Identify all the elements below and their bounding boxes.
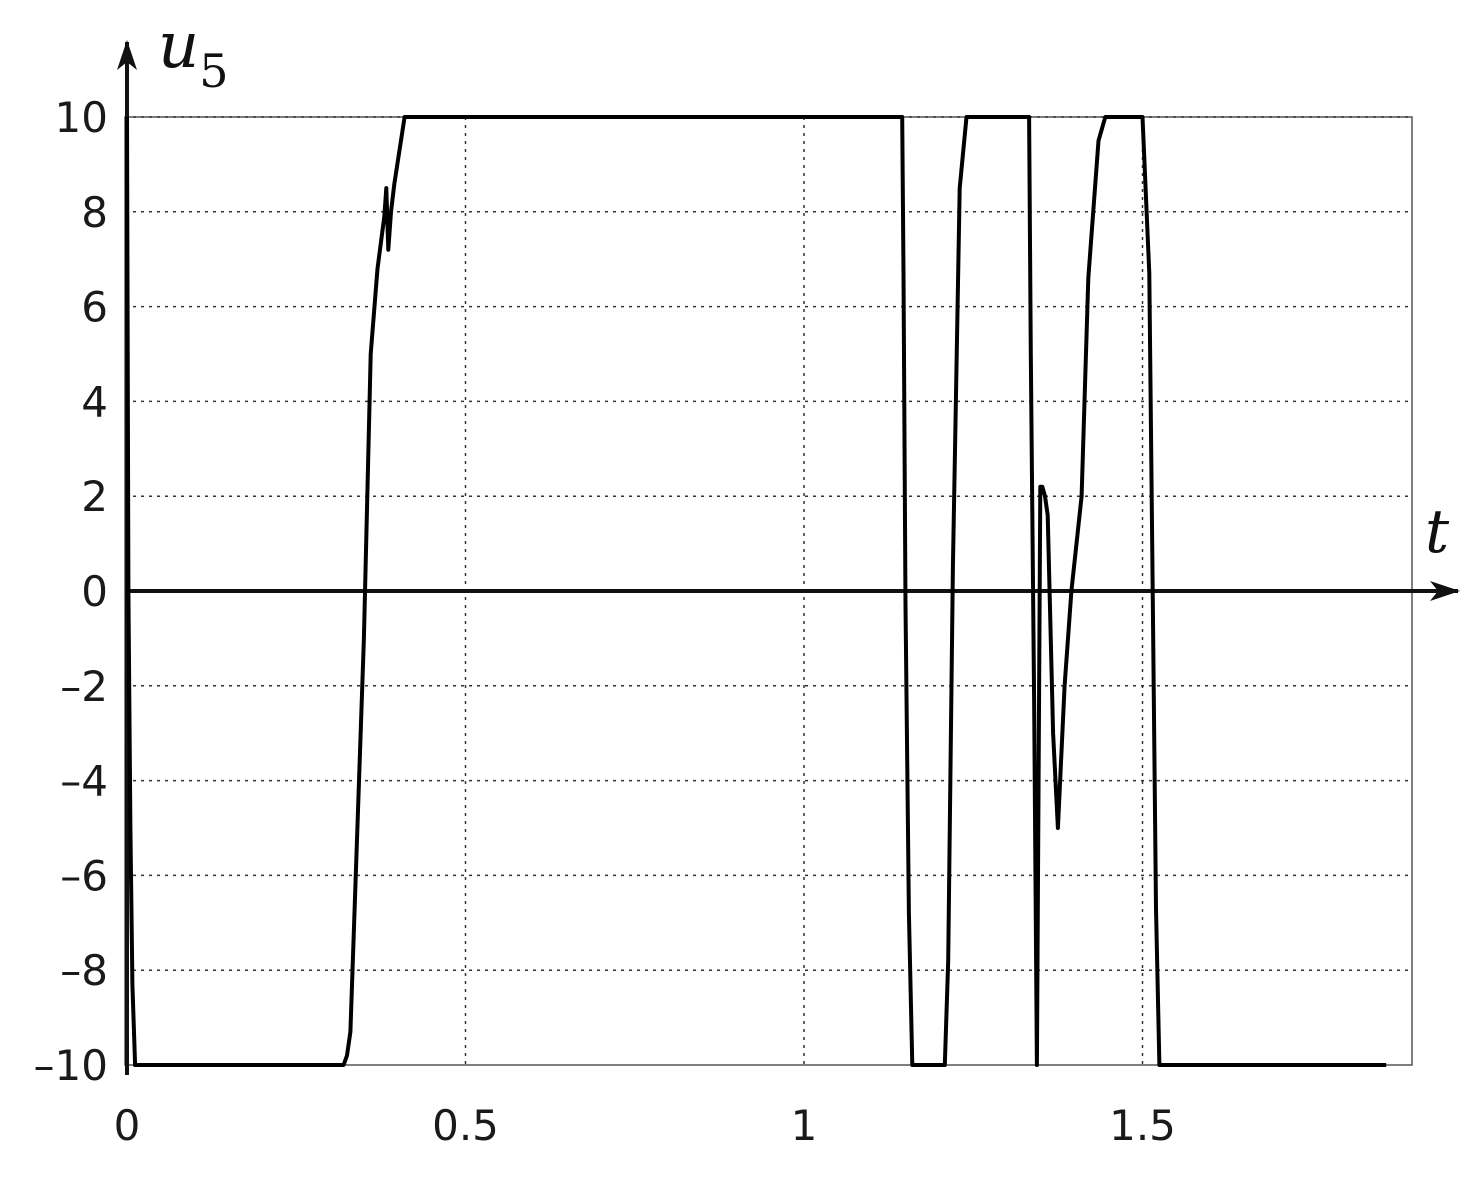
y-tick-label: 4 (81, 377, 108, 426)
y-tick-labels: 10 8 6 4 2 0 –2 –4 –6 –8 –10 (34, 93, 108, 1090)
y-tick-label: –10 (34, 1041, 108, 1090)
y-axis-label-subscript: 5 (199, 44, 228, 98)
x-tick-labels: 0 0.5 1 1.5 (114, 1101, 1176, 1150)
x-tick-label: 0 (114, 1101, 141, 1150)
x-tick-label: 0.5 (432, 1101, 499, 1150)
y-tick-label: –2 (60, 662, 108, 711)
y-tick-label: 6 (81, 283, 108, 332)
y-axis-label: u5 (158, 9, 229, 98)
y-tick-label: –4 (60, 757, 108, 806)
series-line (125, 115, 1387, 1067)
y-tick-label: –6 (60, 851, 108, 900)
x-tick-label: 1.5 (1109, 1101, 1176, 1150)
y-tick-label: 8 (81, 188, 108, 237)
y-tick-label: 10 (55, 93, 108, 142)
x-axis-label: t (1425, 497, 1450, 567)
x-tick-label: 1 (791, 1101, 818, 1150)
y-tick-label: 0 (81, 567, 108, 616)
y-tick-label: 2 (81, 472, 108, 521)
axes (117, 40, 1460, 1075)
y-tick-label: –8 (60, 946, 108, 995)
